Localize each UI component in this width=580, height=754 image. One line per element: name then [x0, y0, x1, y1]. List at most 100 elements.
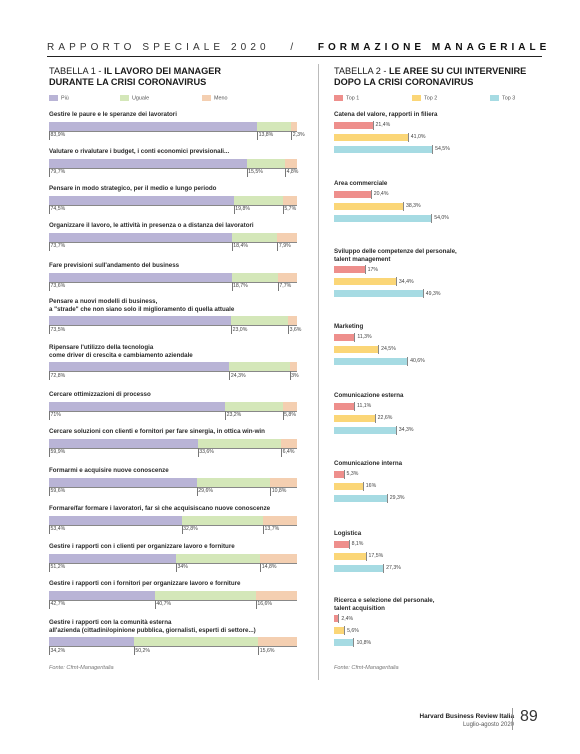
segment-piu — [49, 515, 182, 525]
bar-value-label: 17% — [367, 266, 378, 273]
segment-meno — [262, 515, 297, 525]
bar-end-tick — [402, 201, 404, 211]
legend-swatch — [334, 95, 343, 101]
question-label: Gestire i rapporti con i clienti per org… — [49, 543, 307, 551]
value-tick — [231, 241, 233, 251]
stacked-bar — [49, 590, 297, 600]
bar-baseline — [49, 486, 297, 488]
segment-piu — [49, 362, 230, 372]
stacked-bar — [49, 195, 297, 205]
stacked-bar — [49, 515, 297, 525]
segment-meno — [282, 401, 297, 411]
value-tick — [285, 167, 287, 177]
value-label: 29,6% — [198, 488, 214, 495]
table1-source: Fonte: Cfmt-Manageritalia — [49, 665, 114, 671]
value-label: 40,7% — [156, 601, 172, 608]
value-label: 83,9% — [50, 132, 66, 139]
bar-value-labels: 79,7% 15,5% 4,8% — [49, 167, 299, 178]
bar-value-labels: 73,5% 23,0% 3,6% — [49, 325, 301, 335]
value-label: 23,0% — [232, 326, 248, 333]
legend-label: Meno — [214, 95, 228, 102]
question-label: Formare/far formare i lavoratori, far sì… — [49, 505, 307, 513]
value-tick — [282, 204, 284, 214]
question-label-line: Pensare a nuovi modelli di business, — [49, 298, 158, 305]
value-label: 10,8% — [271, 488, 287, 495]
question-label: Gestire le paure e le speranze dei lavor… — [49, 111, 307, 119]
bar-top1 — [334, 333, 355, 341]
segment-meno — [282, 195, 297, 205]
value-label: 2,3% — [292, 132, 305, 139]
value-label: 53,4% — [50, 526, 66, 533]
value-label: 59,6% — [50, 488, 66, 495]
area-label-line: Marketing — [334, 323, 364, 330]
value-tick — [49, 599, 50, 609]
value-tick — [225, 410, 227, 420]
question-label: Valutare o rivalutare i budget, i conti … — [49, 148, 307, 156]
bar-value-label: 21,4% — [375, 122, 391, 129]
value-label: 19,8% — [235, 206, 250, 213]
area-label: Marketing — [334, 323, 534, 331]
bar-value-label: 11,1% — [356, 403, 372, 410]
area-label: Comunicazione interna — [334, 460, 534, 468]
value-tick — [257, 130, 259, 140]
bar-baseline — [49, 562, 297, 564]
question-label-line: Formare/far formare i lavoratori, far sì… — [49, 505, 271, 512]
value-label: 4,8% — [286, 169, 299, 176]
stacked-bar — [49, 232, 297, 242]
stacked-bar — [49, 158, 297, 168]
value-label: 15,5% — [248, 169, 263, 176]
value-label: 79,7% — [50, 169, 66, 176]
bar-end-tick — [370, 189, 372, 199]
stacked-bar — [49, 477, 297, 487]
segment-uguale — [154, 590, 256, 600]
value-label: 33,6% — [199, 449, 214, 456]
value-tick — [181, 524, 183, 534]
segment-uguale — [181, 515, 263, 525]
segment-piu — [49, 438, 198, 448]
stacked-bar — [49, 316, 297, 326]
value-tick — [282, 410, 284, 420]
value-tick — [262, 524, 264, 534]
bar-value-label: 27,3% — [386, 565, 401, 572]
value-label: 34% — [177, 564, 188, 571]
legend-item-1: Più — [49, 95, 69, 101]
bar-baseline — [49, 325, 297, 327]
value-label: 7,7% — [279, 283, 292, 290]
bar-value-labels: 53,4% 32,8% 13,7% — [49, 524, 297, 535]
bar-value-label: 10,8% — [356, 639, 372, 646]
value-label: 3% — [291, 372, 299, 379]
bar-value-labels: 74,5% 19,8% 5,7% — [49, 204, 297, 215]
segment-meno — [288, 316, 297, 326]
value-label: 24,3% — [230, 372, 246, 379]
value-tick — [196, 486, 198, 496]
bar-end-tick — [365, 551, 367, 561]
legend-label: Top 3 — [502, 95, 516, 102]
value-tick — [49, 524, 50, 534]
value-tick — [49, 562, 50, 572]
footer-date: Luglio-agosto 2020 — [462, 722, 514, 728]
segment-uguale — [246, 158, 286, 168]
segment-uguale — [197, 438, 282, 448]
bar-top2 — [334, 278, 396, 286]
bar-end-tick — [362, 481, 364, 491]
stacked-bar — [49, 121, 297, 131]
segment-piu — [49, 553, 176, 563]
area-label-line: talent management — [334, 255, 391, 263]
value-tick — [49, 325, 50, 335]
bar-baseline — [49, 447, 297, 449]
question-label-line: Ripensare l'utilizzo della tecnologia — [49, 344, 154, 351]
table2-title-prefix: TABELLA 2 - — [334, 66, 389, 76]
value-tick — [154, 599, 156, 609]
bar-value-labels: 59,9% 33,6% 6,4% — [49, 447, 297, 458]
legend-label: Più — [61, 95, 69, 102]
segment-piu — [49, 590, 155, 600]
bar-end-tick — [378, 344, 380, 354]
segment-meno — [270, 477, 297, 487]
stacked-bar — [49, 637, 297, 647]
segment-meno — [258, 637, 297, 647]
value-label: 5,8% — [284, 412, 296, 419]
question-label-line: Organizzare il lavoro, le attività in pr… — [49, 222, 254, 229]
bar-baseline — [49, 167, 297, 169]
bar-top3 — [334, 290, 423, 298]
area-label-line: Area commerciale — [334, 180, 388, 187]
